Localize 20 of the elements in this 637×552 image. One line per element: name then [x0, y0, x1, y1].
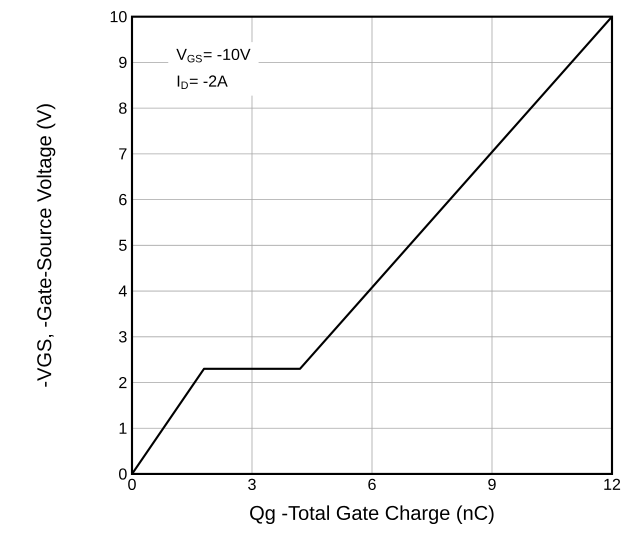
y-tick-label: 1	[120, 422, 127, 434]
y-axis-title: -VGS, -Gate-Source Voltage (V)	[36, 104, 56, 387]
y-tick-label: 10	[110, 11, 127, 22]
y-tick-label: 4	[118, 286, 127, 297]
x-tick-label: 12	[604, 478, 620, 490]
x-tick-label: 3	[248, 478, 256, 490]
y-tick-label: 2	[119, 376, 126, 388]
x-tick-label: 6	[368, 478, 376, 490]
y-tick-label: 3	[119, 331, 127, 342]
y-tick-label: 9	[119, 56, 127, 68]
x-tick-label: 9	[488, 478, 496, 490]
y-tick-label: 6	[119, 194, 127, 206]
y-tick-label: 0	[119, 468, 127, 480]
y-tick-label: 5	[119, 240, 127, 251]
y-tick-label: 7	[119, 148, 126, 160]
annotation: I$_{D}$= -2A	[178, 75, 228, 89]
annotation: V$_{GS}$= -10V	[176, 48, 251, 62]
y-tick-label: 8	[119, 102, 127, 114]
x-tick-label: 0	[128, 478, 136, 490]
x-axis-title: Qg -Total Gate Charge (nC)	[250, 505, 494, 524]
